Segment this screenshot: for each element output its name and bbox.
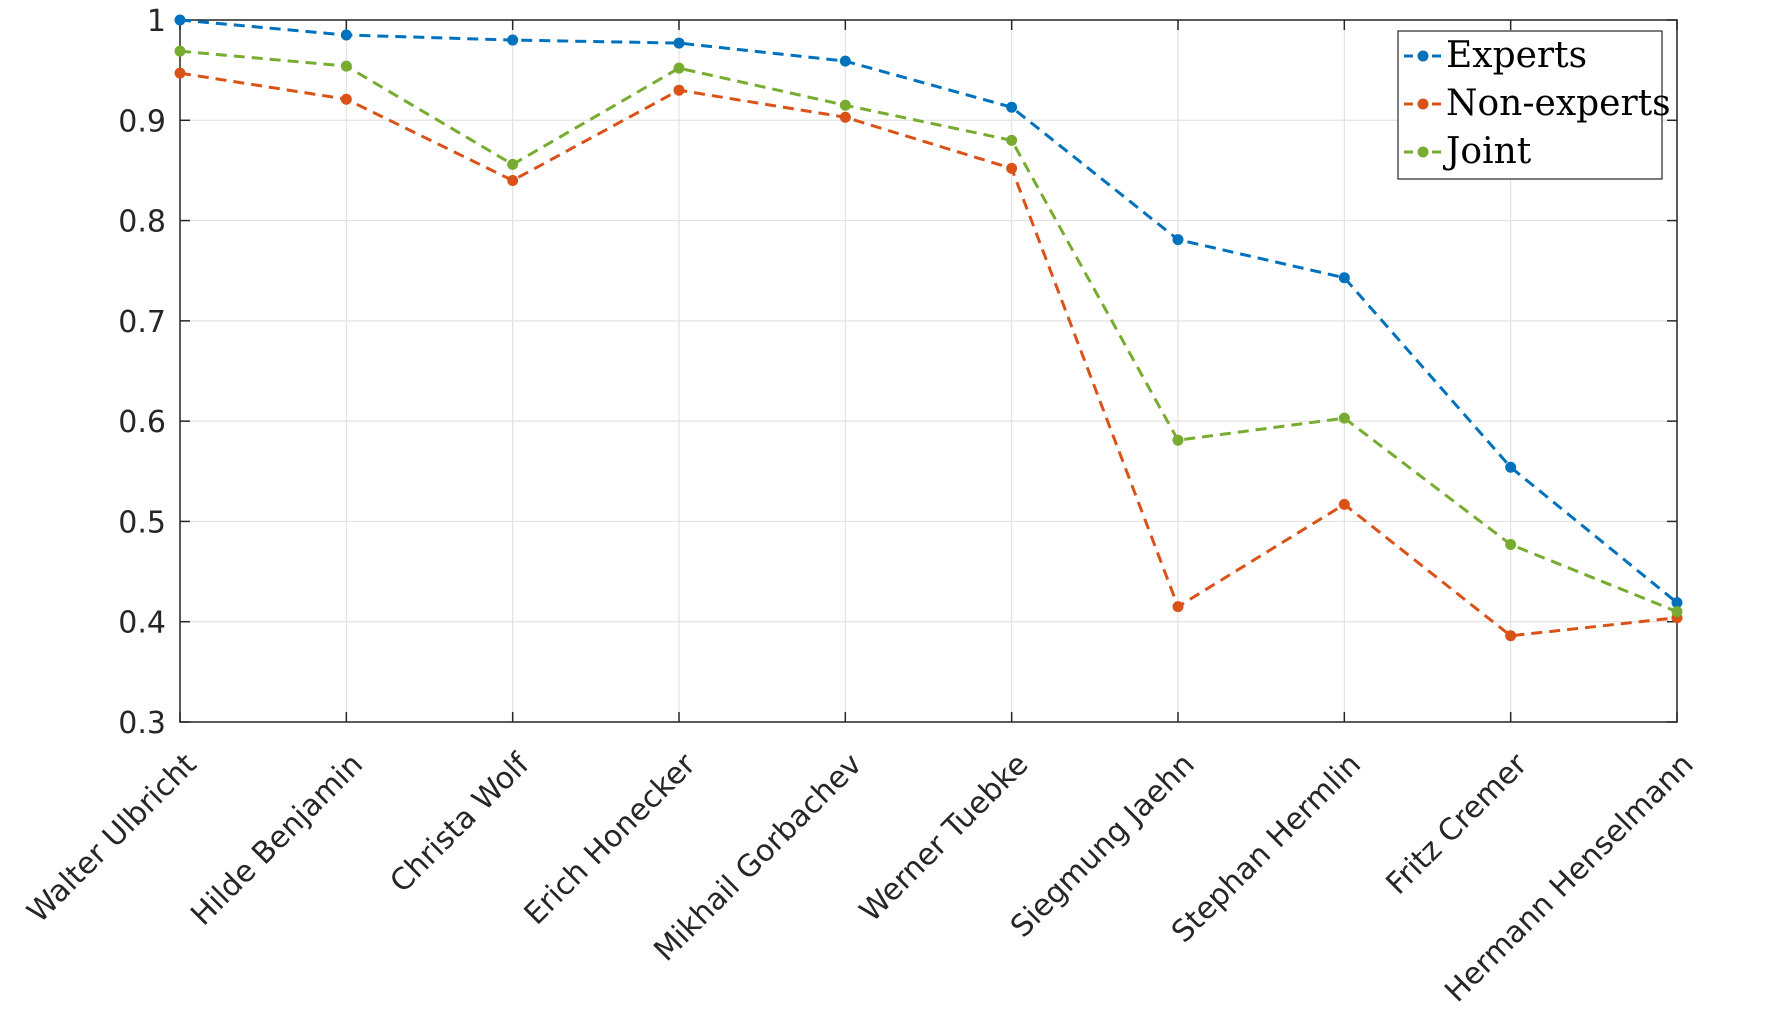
y-tick-label: 0.9 bbox=[118, 104, 166, 139]
data-point bbox=[1338, 412, 1350, 424]
y-tick-label: 1 bbox=[147, 4, 166, 39]
series-line bbox=[179, 71, 1678, 638]
legend-label: Non-experts bbox=[1446, 83, 1671, 124]
data-point bbox=[1338, 272, 1350, 284]
series-experts bbox=[174, 14, 1683, 609]
series-joint bbox=[174, 45, 1683, 618]
legend-label: Joint bbox=[1442, 131, 1532, 172]
data-point bbox=[1172, 601, 1184, 613]
x-tick-label: Werner Tuebke bbox=[853, 747, 1035, 929]
data-point bbox=[1172, 434, 1184, 446]
series-group bbox=[174, 14, 1683, 642]
data-point bbox=[507, 158, 519, 170]
y-tick-label: 0.4 bbox=[118, 606, 166, 641]
data-point bbox=[673, 62, 685, 74]
x-tick-label: Hilde Benjamin bbox=[184, 747, 370, 933]
data-point bbox=[507, 174, 519, 186]
legend: Experts Non-experts Joint bbox=[1397, 30, 1671, 180]
data-point bbox=[673, 84, 685, 96]
data-point bbox=[340, 60, 352, 72]
data-point bbox=[507, 34, 519, 46]
data-point bbox=[1671, 606, 1683, 618]
y-axis-ticks: 0.3 0.4 0.5 0.6 0.7 0.8 0.9 1 bbox=[118, 4, 1677, 741]
y-tick-label: 0.5 bbox=[118, 505, 166, 540]
plot-area bbox=[179, 19, 1678, 723]
legend-label: Experts bbox=[1446, 35, 1587, 76]
data-point bbox=[1505, 461, 1517, 473]
legend-box bbox=[1397, 30, 1663, 180]
legend-swatch-marker bbox=[1417, 146, 1429, 158]
legend-swatch-marker bbox=[1417, 50, 1429, 62]
y-tick-label: 0.7 bbox=[118, 305, 166, 340]
x-tick-label: Erich Honecker bbox=[518, 746, 703, 931]
data-point bbox=[340, 29, 352, 41]
data-point bbox=[673, 37, 685, 49]
data-point bbox=[174, 14, 186, 26]
x-tick-label: Siegmung Jaehn bbox=[1004, 747, 1202, 945]
y-tick-label: 0.6 bbox=[118, 405, 166, 440]
data-point bbox=[1671, 597, 1683, 609]
data-point bbox=[1172, 234, 1184, 246]
y-tick-label: 0.8 bbox=[118, 205, 166, 240]
data-point bbox=[1505, 630, 1517, 642]
data-point bbox=[839, 55, 851, 67]
data-point bbox=[340, 93, 352, 105]
data-point bbox=[1006, 134, 1018, 146]
data-point bbox=[1006, 162, 1018, 174]
x-tick-label: Walter Ulbricht bbox=[21, 747, 204, 930]
data-point bbox=[1338, 498, 1350, 510]
data-point bbox=[1006, 101, 1018, 113]
data-point bbox=[174, 67, 186, 79]
y-tick-label: 0.3 bbox=[118, 706, 166, 741]
legend-swatch-marker bbox=[1417, 98, 1429, 110]
data-point bbox=[839, 111, 851, 123]
data-point bbox=[1505, 538, 1517, 550]
x-tick-label: Christa Wolf bbox=[384, 746, 538, 900]
data-point bbox=[174, 45, 186, 57]
x-tick-label: Fritz Cremer bbox=[1380, 746, 1535, 901]
data-point bbox=[839, 99, 851, 111]
